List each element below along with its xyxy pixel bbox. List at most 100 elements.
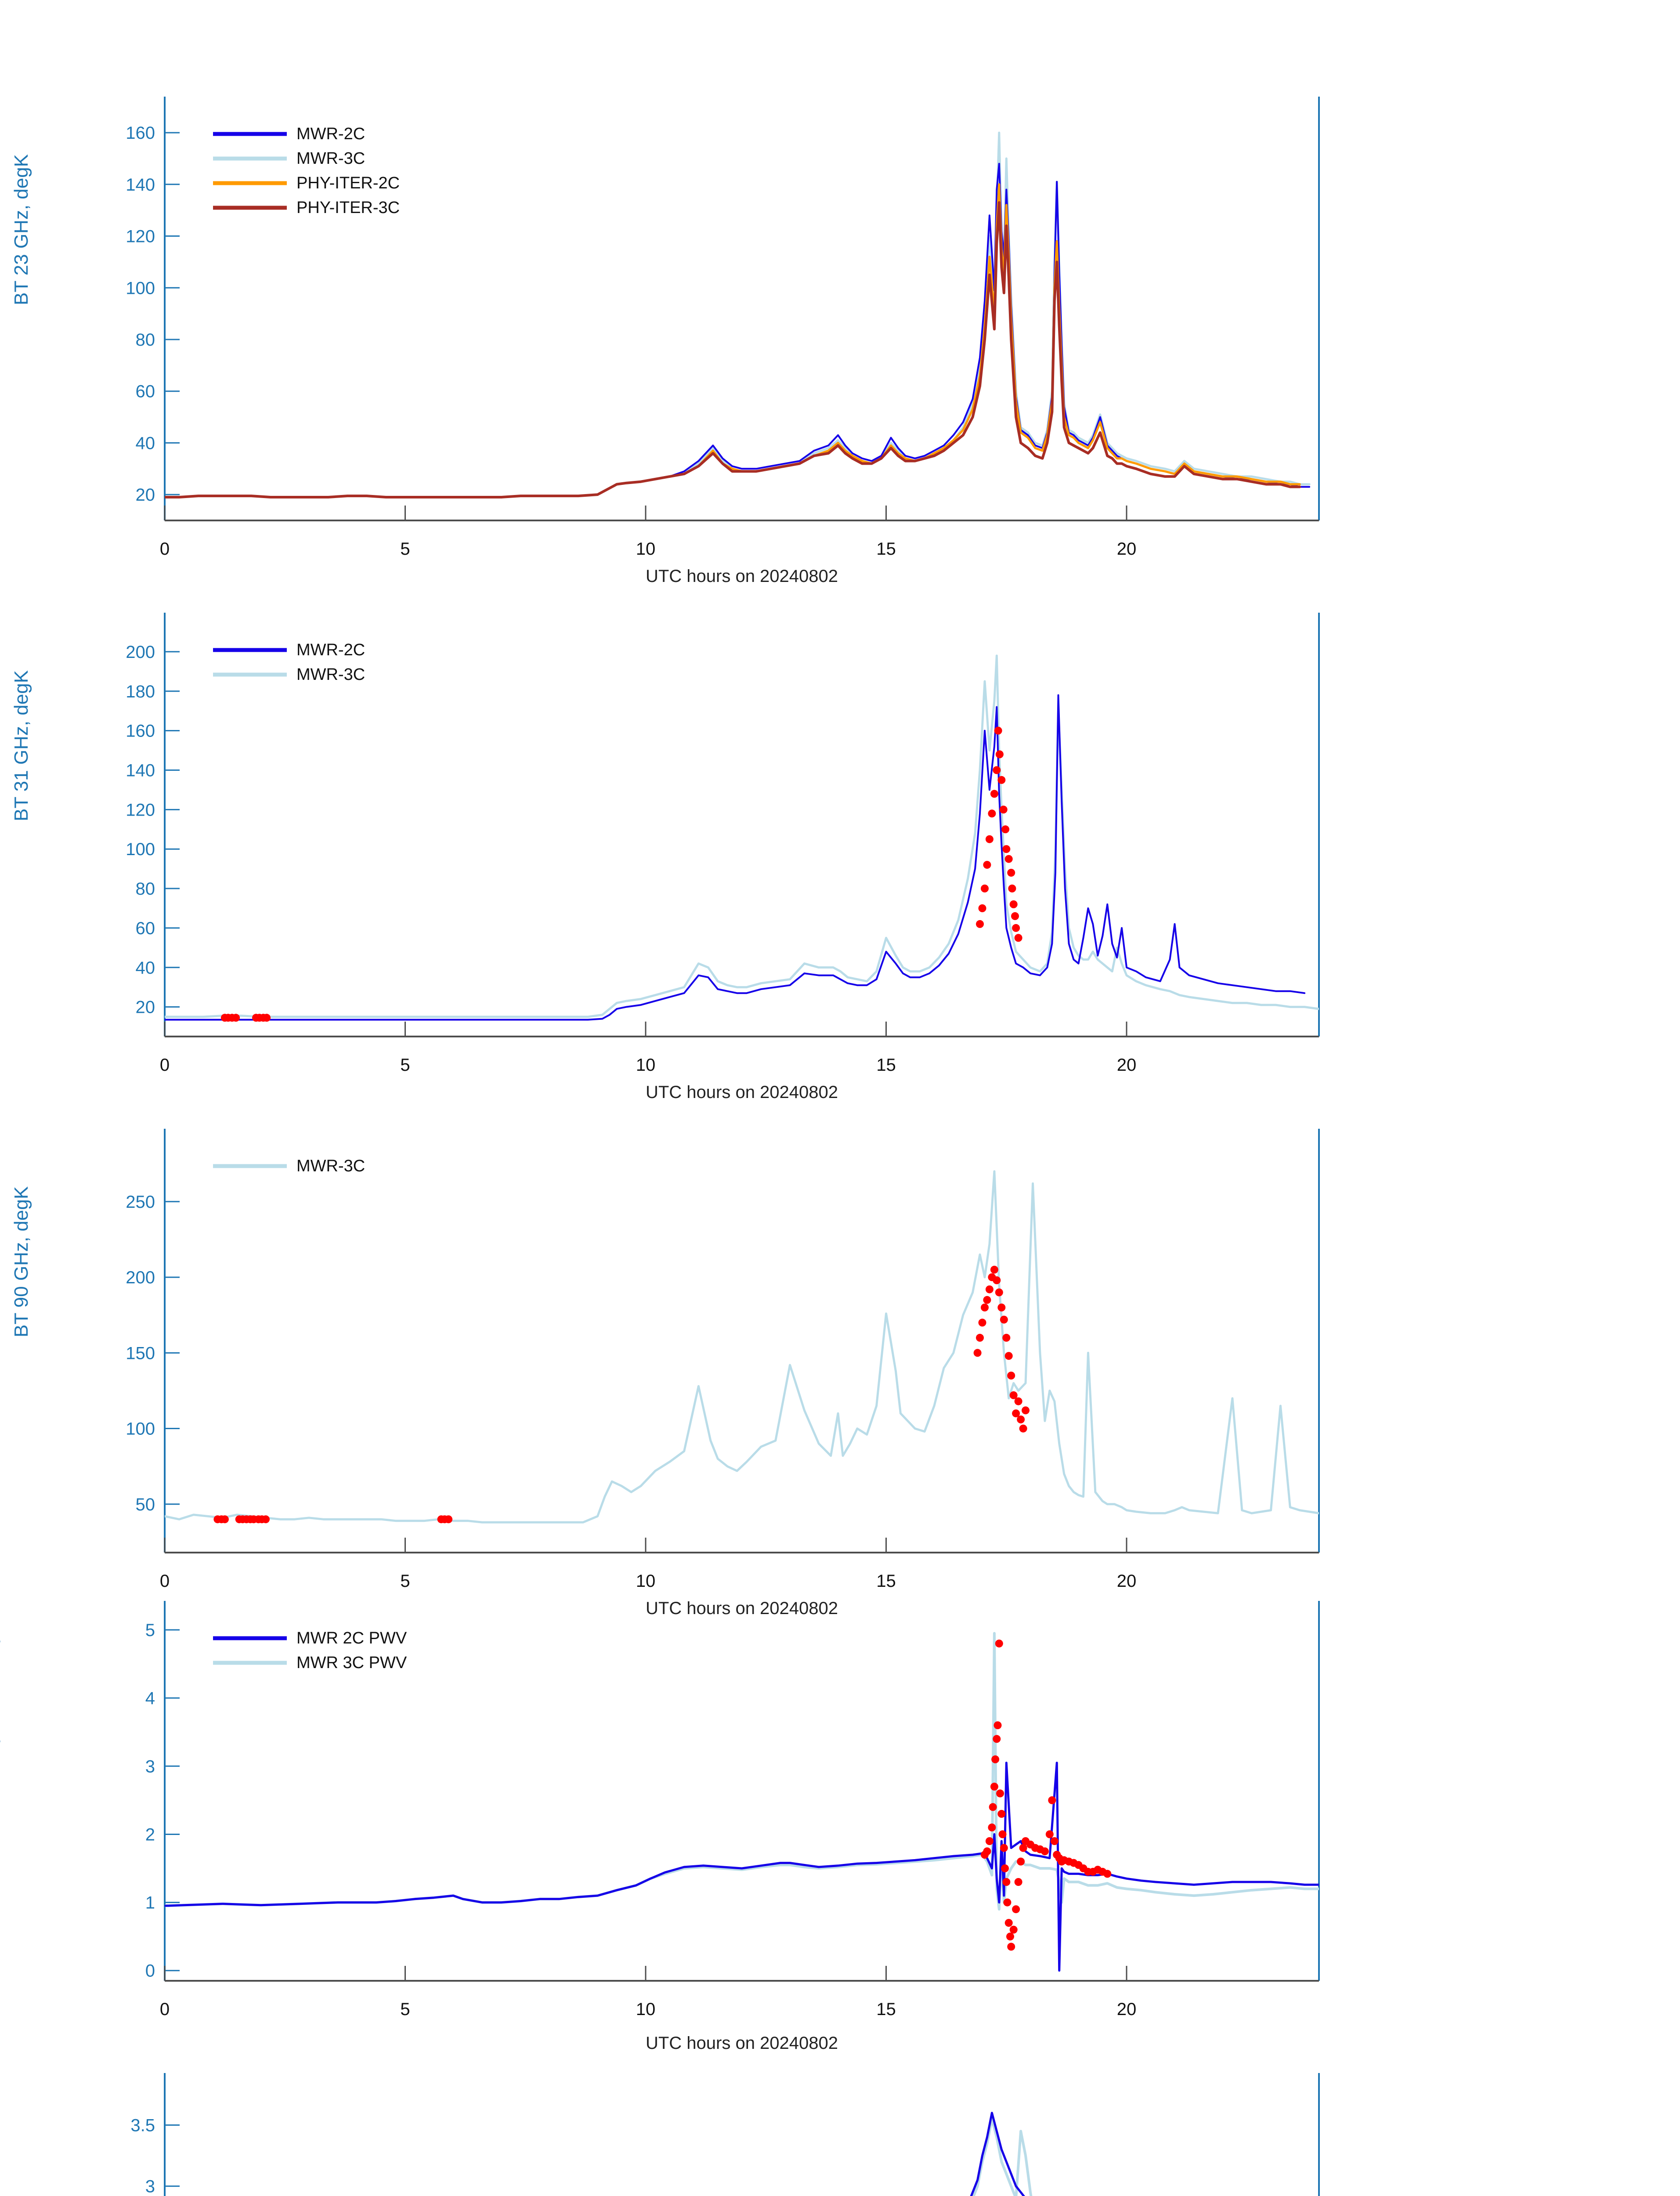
flagged-point	[995, 750, 1004, 758]
series-mwr-2c-pwv	[165, 1762, 1319, 1972]
series-mwr-2c	[165, 694, 1306, 1021]
y-tick-label: 20	[136, 998, 155, 1017]
flagged-point	[990, 790, 998, 798]
flagged-point	[1017, 1857, 1025, 1866]
flagged-point	[983, 1296, 991, 1304]
flagged-point	[1006, 1932, 1014, 1941]
plot-svg-panel2: 20 40 60 80 100 120 140 160 180 200 0 5 10 15 20 MWR-2C…	[126, 613, 1320, 1075]
flagged-point	[981, 1304, 989, 1311]
flagged-point	[994, 726, 1002, 735]
y-tick-label: 0	[145, 1961, 155, 1981]
flagged-point	[985, 1285, 994, 1293]
chart-panel-panel4: 0 1 2 3 4 5 0 5 10 15 20 MWR 2C PWV MWR 3C PWV	[0, 1524, 1680, 2073]
x-tick-label: 5	[400, 1055, 410, 1075]
flagged-point	[1002, 1333, 1011, 1342]
flagged-point	[978, 904, 986, 912]
flagged-point	[1007, 869, 1015, 877]
flagged-point	[983, 861, 991, 869]
y-tick-label: 5	[145, 1621, 155, 1640]
flagged-point	[985, 835, 994, 843]
y-axis-title-panel2: BT 31 GHz, degK	[10, 670, 32, 821]
chart-panel-panel2: 20 40 60 80 100 120 140 160 180 200 0 5 10 15 20 MWR-2C…	[0, 536, 1680, 1122]
flagged-point	[1004, 855, 1013, 863]
flagged-point	[997, 1810, 1006, 1818]
flagged-point	[997, 776, 1006, 784]
flagged-point	[976, 1333, 984, 1342]
flagged-point	[995, 1640, 1003, 1648]
x-tick-label: 5	[400, 539, 410, 559]
y-tick-label: 140	[126, 175, 155, 195]
flagged-point	[1009, 1925, 1018, 1934]
flagged-point	[991, 1755, 1000, 1763]
plot-svg-panel4: 0 1 2 3 4 5 0 5 10 15 20 MWR 2C PWV MWR 3C PWV	[145, 1601, 1320, 2019]
x-tick-label: 0	[160, 2000, 170, 2019]
flagged-point	[220, 1515, 229, 1524]
plot-svg-panel1: 20 40 60 80 100 120 140 160 0 5 10 15 20 MWR-2C MWR-3C…	[126, 97, 1320, 559]
y-tick-label: 2	[145, 1825, 155, 1844]
series-phy-iter-3c	[165, 201, 1301, 498]
y-tick-label: 100	[126, 278, 155, 298]
flagged-point	[1000, 1844, 1008, 1852]
flagged-point	[1019, 1844, 1027, 1852]
flagged-point	[262, 1515, 270, 1524]
y-tick-label: 80	[136, 879, 155, 899]
series-mwr-3c-lwp	[972, 2117, 1033, 2196]
flagged-point	[978, 1318, 986, 1327]
y-tick-label: 160	[126, 123, 155, 143]
flagged-point	[1012, 924, 1020, 932]
chart-panel-panel3: 50 100 150 200 250 0 5 10 15 20 MWR-3C	[0, 1052, 1680, 1638]
y-tick-label: 40	[136, 433, 155, 453]
x-axis-title-panel4: UTC hours on 20240802	[645, 2033, 838, 2053]
x-tick-label: 0	[160, 539, 170, 559]
flagged-point	[988, 809, 996, 818]
flagged-point	[1019, 1424, 1027, 1433]
y-tick-label: 60	[136, 382, 155, 401]
y-tick-label: 100	[126, 840, 155, 859]
flagged-point	[995, 1288, 1003, 1297]
y-axis-title-panel4: Precip. Water Vapor, mm	[0, 1574, 1, 1788]
x-axis-title-panel3: UTC hours on 20240802	[645, 1599, 838, 1618]
y-tick-label: 250	[126, 1192, 155, 1212]
flagged-point	[1004, 1919, 1013, 1927]
flagged-point	[1012, 1409, 1020, 1418]
flagged-point	[263, 1014, 271, 1022]
x-tick-label: 15	[876, 2000, 896, 2019]
flagged-point	[989, 1803, 997, 1811]
flagged-point	[1003, 1898, 1012, 1907]
series-phy-iter-2c	[165, 183, 1301, 498]
flagged-point	[1002, 1878, 1011, 1886]
x-tick-label: 20	[1117, 1055, 1137, 1075]
flagged-point	[232, 1014, 240, 1022]
flagged-point	[1014, 1878, 1022, 1886]
flagged-point	[999, 805, 1008, 814]
y-tick-label: 120	[126, 227, 155, 246]
x-tick-label: 10	[636, 2000, 656, 2019]
flagged-point	[1041, 1847, 1049, 1856]
y-tick-label: 20	[136, 485, 155, 505]
x-tick-label: 20	[1117, 539, 1137, 559]
flagged-point	[1103, 1870, 1112, 1878]
legend-label: MWR-2C	[296, 641, 365, 659]
flagged-point	[1017, 1415, 1025, 1423]
flagged-point	[996, 1789, 1004, 1798]
y-tick-label: 150	[126, 1344, 155, 1363]
flagged-point	[1000, 1315, 1008, 1324]
y-tick-label: 100	[126, 1419, 155, 1439]
legend-label: MWR 3C PWV	[296, 1654, 407, 1672]
flagged-point	[990, 1265, 998, 1274]
flagged-point	[444, 1515, 453, 1524]
flagged-point	[973, 1349, 982, 1357]
flagged-point	[990, 1782, 998, 1791]
flagged-point	[1048, 1796, 1056, 1804]
x-tick-label: 5	[400, 1571, 410, 1591]
flagged-point	[1009, 900, 1018, 908]
y-tick-label: 120	[126, 800, 155, 820]
y-tick-label: 1	[145, 1893, 155, 1913]
y-tick-label: 60	[136, 919, 155, 938]
y-tick-label: 50	[136, 1495, 155, 1514]
y-tick-label: 3.5	[130, 2116, 155, 2135]
flagged-point	[988, 1823, 996, 1831]
flagged-point	[1004, 1352, 1013, 1360]
chart-panel-panel1: 20 40 60 80 100 120 140 160 0 5 10 15 20 MWR-2C MWR-3C…	[0, 20, 1680, 606]
